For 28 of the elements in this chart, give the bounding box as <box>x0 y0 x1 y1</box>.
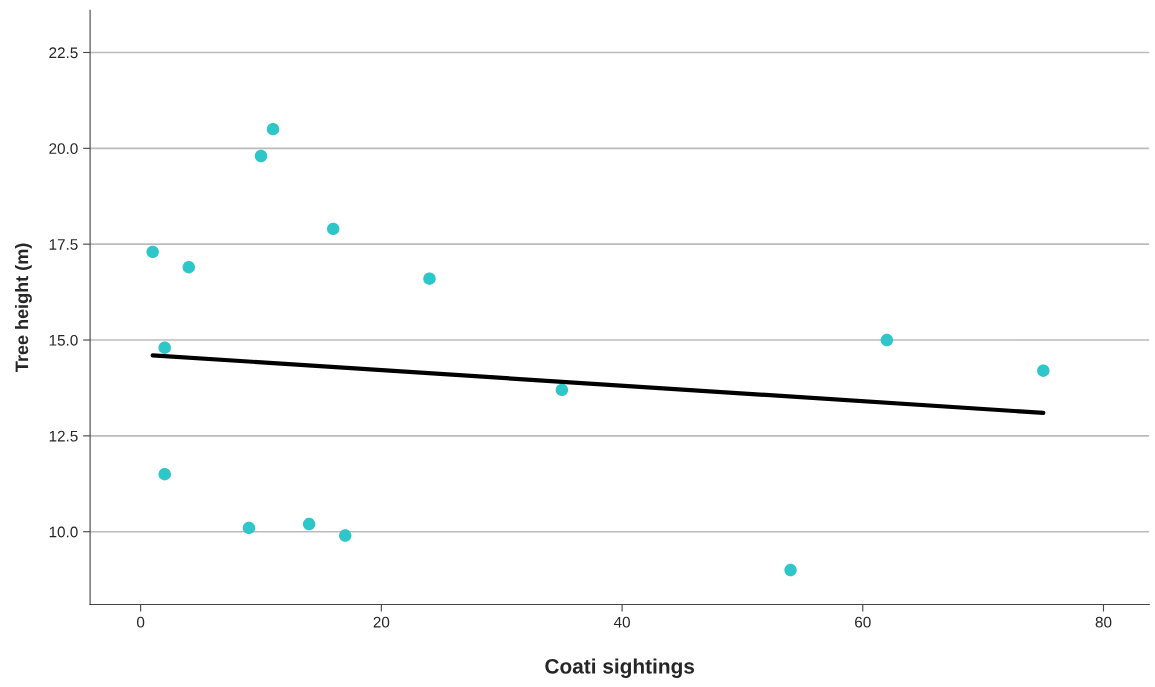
point <box>254 149 268 163</box>
y-tick-label: 20.0 <box>49 143 78 155</box>
y-tick-label: 17.5 <box>49 239 78 250</box>
point <box>339 529 352 542</box>
point <box>266 122 280 136</box>
point <box>182 260 195 274</box>
point <box>158 468 171 481</box>
point <box>1037 364 1050 377</box>
point <box>242 521 256 535</box>
x-tick-label: 60 <box>855 616 871 628</box>
point <box>327 222 340 236</box>
y-tick-label: 10.0 <box>49 526 78 538</box>
point <box>880 333 894 347</box>
y-tick-label: 22.5 <box>49 47 78 59</box>
x-tick-label: 20 <box>373 616 390 628</box>
x-tick-label: 40 <box>613 616 630 628</box>
y-tick-label: 12.5 <box>49 430 78 442</box>
y-tick-label: 15.0 <box>49 334 78 346</box>
point <box>423 272 436 285</box>
x-axis-title: Coati sightings <box>545 658 695 678</box>
point <box>555 383 569 397</box>
point <box>784 563 797 577</box>
y-axis-title: Tree height (m) <box>14 243 32 372</box>
point <box>302 517 316 531</box>
x-tick-label: 80 <box>1095 616 1112 628</box>
x-tick-label: 0 <box>136 616 145 628</box>
point <box>146 245 159 259</box>
point <box>158 341 171 354</box>
